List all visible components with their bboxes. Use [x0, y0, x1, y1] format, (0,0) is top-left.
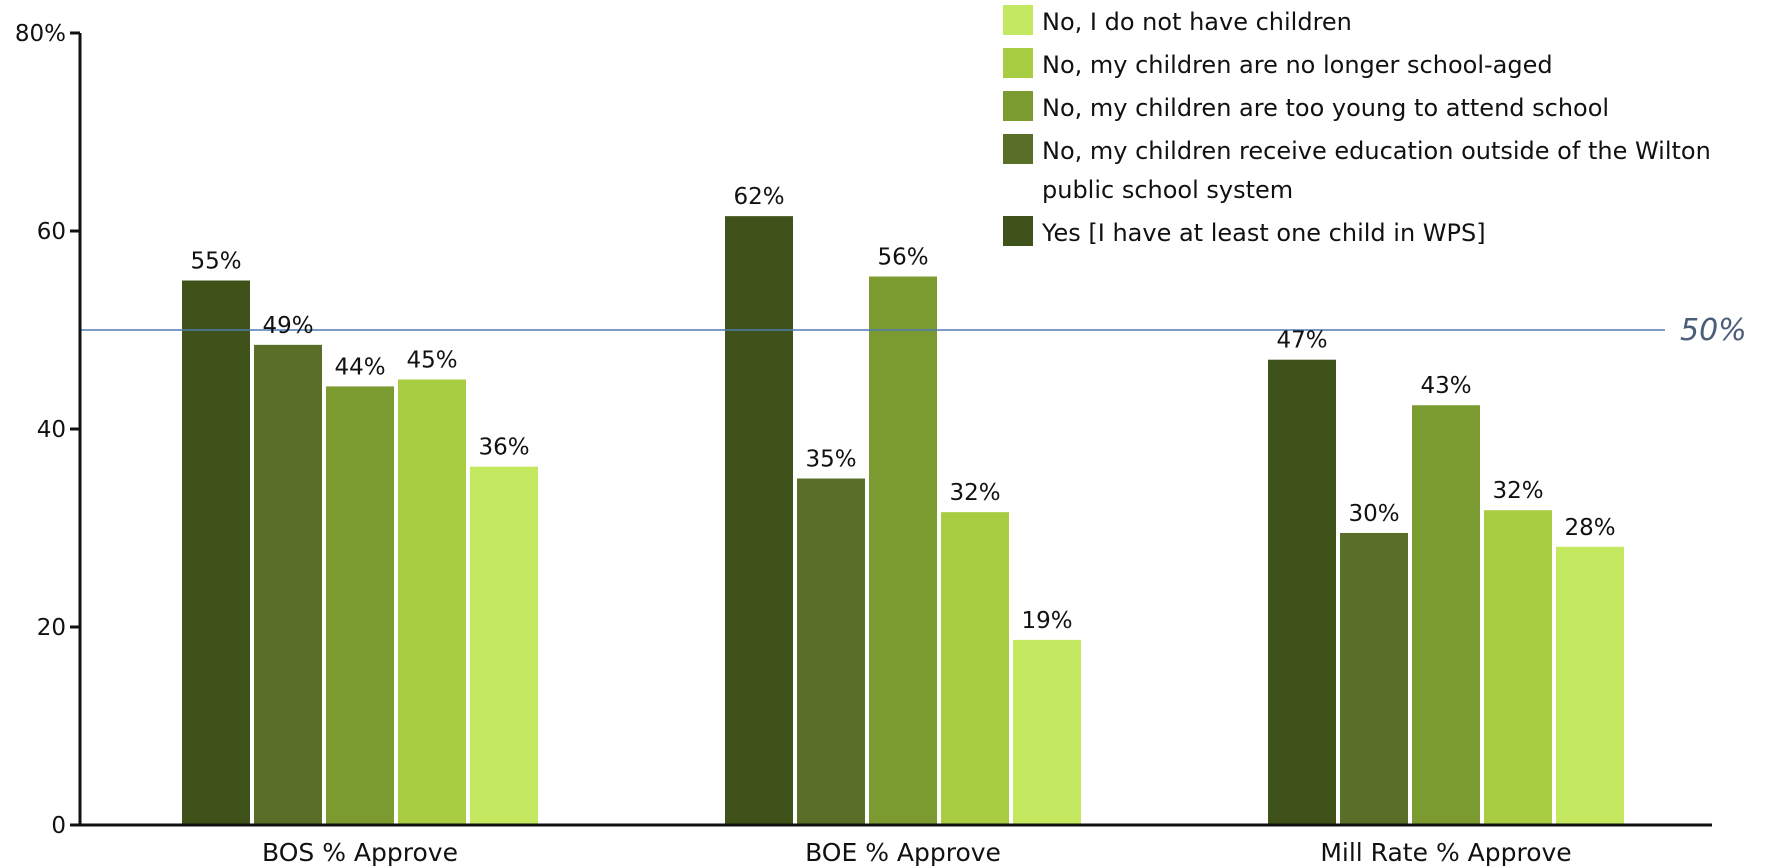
bar	[1484, 510, 1552, 825]
bar	[326, 386, 394, 825]
legend-label: No, my children are too young to attend …	[1042, 94, 1609, 122]
legend-label: public school system	[1042, 176, 1293, 204]
bar	[1340, 532, 1408, 825]
data-label: 62%	[733, 184, 784, 210]
legend-label: Yes [I have at least one child in WPS]	[1041, 219, 1486, 247]
bar	[869, 276, 937, 825]
data-label: 55%	[190, 249, 241, 275]
legend-swatch	[1003, 216, 1033, 246]
data-label: 19%	[1021, 608, 1072, 634]
legend: No, I do not have children No, my childre…	[1003, 5, 1711, 247]
category-label: BOE % Approve	[805, 838, 1001, 867]
bar	[1013, 639, 1081, 825]
bar	[398, 379, 466, 825]
data-label: 32%	[949, 480, 1000, 506]
data-label: 32%	[1492, 478, 1543, 504]
y-tick-label: 80%	[15, 21, 66, 47]
data-labels-group: 55% 49% 44% 45% 36% 62% 35% 56% 32% 19% 47% 30% 43% 3…	[190, 184, 1615, 634]
legend-swatch	[1003, 91, 1033, 121]
y-tick-label: 60	[37, 219, 66, 245]
bar	[470, 466, 538, 825]
category-label: Mill Rate % Approve	[1320, 838, 1571, 867]
data-label: 47%	[1276, 328, 1327, 354]
legend-label: No, my children are no longer school-age…	[1042, 51, 1553, 79]
bars-group	[182, 216, 1624, 825]
data-label: 28%	[1564, 515, 1615, 541]
reference-line-label: 50%	[1680, 313, 1747, 348]
y-tick-label: 20	[37, 615, 66, 641]
bar	[1556, 546, 1624, 825]
data-label: 49%	[262, 313, 313, 339]
data-label: 45%	[406, 348, 457, 374]
bar	[1412, 405, 1480, 825]
bar	[182, 280, 250, 825]
category-label: BOS % Approve	[262, 838, 458, 867]
bar	[254, 344, 322, 825]
bar	[725, 216, 793, 825]
bar	[1268, 359, 1336, 825]
y-tick-label: 40	[37, 417, 66, 443]
legend-label: No, I do not have children	[1042, 8, 1352, 36]
data-label: 30%	[1348, 501, 1399, 527]
data-label: 36%	[478, 435, 529, 461]
legend-swatch	[1003, 48, 1033, 78]
data-label: 44%	[334, 354, 385, 380]
reference-line-group: 50%	[80, 313, 1747, 348]
legend-swatch	[1003, 5, 1033, 35]
legend-label: No, my children receive education outsid…	[1042, 137, 1711, 165]
y-tick-label: 0	[51, 813, 66, 839]
data-label: 56%	[877, 245, 928, 271]
data-label: 35%	[805, 447, 856, 473]
legend-swatch	[1003, 134, 1033, 164]
bar	[941, 512, 1009, 825]
data-label: 43%	[1420, 373, 1471, 399]
bar	[797, 478, 865, 825]
axes-group: BOS % Approve BOE % Approve Mill Rate % Ap…	[15, 21, 1712, 867]
